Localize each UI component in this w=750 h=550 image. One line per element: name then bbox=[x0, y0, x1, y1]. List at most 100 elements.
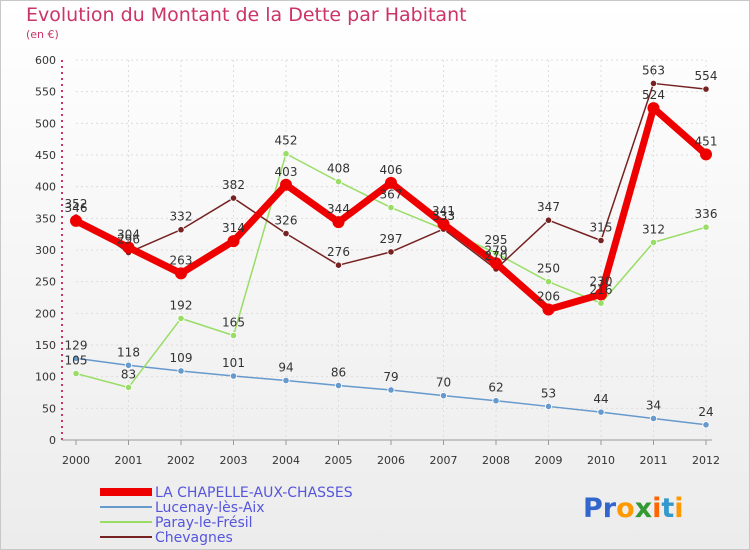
data-point bbox=[72, 354, 80, 362]
data-label: 297 bbox=[380, 232, 403, 246]
data-point bbox=[122, 241, 135, 254]
x-tick-label: 2004 bbox=[272, 454, 300, 467]
y-tick-label: 50 bbox=[42, 402, 56, 415]
brand-letter: i bbox=[652, 493, 661, 524]
y-tick-label: 600 bbox=[35, 54, 56, 67]
data-label: 326 bbox=[275, 214, 298, 228]
data-label: 79 bbox=[383, 370, 398, 384]
y-tick-label: 200 bbox=[35, 307, 56, 320]
data-label: 101 bbox=[222, 356, 245, 370]
data-point bbox=[177, 314, 185, 322]
x-tick-label: 2001 bbox=[115, 454, 143, 467]
data-label: 346 bbox=[65, 201, 88, 215]
data-point bbox=[439, 392, 448, 400]
data-point bbox=[334, 178, 343, 186]
data-label: 86 bbox=[331, 366, 346, 380]
data-point bbox=[177, 226, 185, 234]
data-label: 304 bbox=[117, 227, 140, 241]
y-tick-label: 150 bbox=[35, 339, 56, 352]
data-label: 554 bbox=[695, 69, 718, 83]
x-tick-label: 2005 bbox=[325, 454, 353, 467]
data-point bbox=[70, 214, 82, 227]
data-label: 250 bbox=[537, 262, 560, 276]
data-label: 341 bbox=[432, 204, 455, 218]
data-label: 451 bbox=[695, 134, 718, 148]
chart-title: Evolution du Montant de la Dette par Hab… bbox=[26, 4, 467, 26]
x-tick-label: 2009 bbox=[535, 454, 563, 467]
brand-letter: r bbox=[603, 493, 617, 524]
data-label: 408 bbox=[327, 162, 350, 176]
x-tick-label: 2003 bbox=[220, 454, 248, 467]
data-point bbox=[175, 267, 187, 280]
data-point bbox=[282, 376, 290, 385]
data-label: 315 bbox=[590, 221, 613, 235]
data-point bbox=[595, 288, 607, 301]
legend-label: Chevagnes bbox=[155, 530, 233, 546]
data-point bbox=[647, 102, 660, 115]
data-point bbox=[702, 421, 710, 429]
data-label: 230 bbox=[590, 274, 613, 288]
legend-label: LA CHAPELLE-AUX-CHASSES bbox=[155, 485, 353, 501]
brand-letter: i bbox=[674, 493, 683, 524]
data-point bbox=[385, 176, 397, 189]
data-point bbox=[282, 229, 290, 238]
y-tick-label: 350 bbox=[35, 212, 56, 225]
data-label: 524 bbox=[642, 88, 665, 102]
data-label: 333 bbox=[432, 209, 455, 223]
data-point bbox=[649, 238, 658, 246]
data-label: 276 bbox=[327, 245, 350, 259]
data-point bbox=[700, 148, 712, 161]
data-point bbox=[544, 278, 553, 286]
data-point bbox=[332, 216, 345, 229]
data-point bbox=[334, 261, 343, 269]
data-label: 129 bbox=[65, 338, 88, 352]
data-point bbox=[702, 85, 710, 93]
data-label: 94 bbox=[278, 360, 293, 374]
x-tick-label: 2006 bbox=[377, 454, 405, 467]
brand-letter: x bbox=[635, 493, 652, 524]
data-label: 347 bbox=[537, 200, 560, 214]
data-label: 406 bbox=[380, 163, 403, 177]
y-tick-label: 250 bbox=[35, 276, 56, 289]
data-point bbox=[177, 367, 185, 375]
data-label: 192 bbox=[170, 298, 193, 312]
data-point bbox=[229, 194, 238, 202]
legend-label: Lucenay-lès-Aix bbox=[155, 500, 265, 516]
data-label: 296 bbox=[117, 233, 140, 247]
data-point bbox=[124, 361, 133, 369]
data-label: 563 bbox=[642, 63, 665, 77]
data-label: 206 bbox=[537, 290, 560, 304]
data-point bbox=[649, 79, 658, 88]
y-tick-label: 550 bbox=[35, 86, 56, 99]
data-point bbox=[280, 178, 292, 191]
data-point bbox=[544, 402, 553, 411]
y-tick-label: 100 bbox=[35, 371, 56, 384]
data-point bbox=[649, 414, 658, 423]
data-point bbox=[597, 236, 605, 245]
x-tick-label: 2012 bbox=[692, 454, 720, 467]
brand-letter: o bbox=[616, 493, 635, 524]
data-label: 62 bbox=[488, 381, 503, 395]
data-label: 270 bbox=[485, 249, 508, 263]
data-point bbox=[542, 303, 555, 316]
data-label: 352 bbox=[65, 197, 88, 211]
data-point bbox=[702, 223, 710, 231]
data-label: 382 bbox=[222, 178, 245, 192]
data-point bbox=[72, 369, 80, 378]
data-point bbox=[229, 372, 238, 380]
data-point bbox=[387, 203, 395, 212]
y-tick-label: 400 bbox=[35, 181, 56, 194]
data-label: 165 bbox=[222, 316, 245, 330]
x-tick-label: 2007 bbox=[430, 454, 458, 467]
data-label: 118 bbox=[117, 345, 140, 359]
data-label: 333 bbox=[432, 209, 455, 223]
data-label: 336 bbox=[695, 207, 718, 221]
data-point bbox=[229, 331, 238, 340]
data-label: 452 bbox=[275, 134, 298, 148]
data-point bbox=[490, 257, 502, 270]
data-label: 403 bbox=[275, 165, 298, 179]
data-label: 83 bbox=[121, 367, 136, 381]
y-tick-label: 450 bbox=[35, 149, 56, 162]
y-tick-label: 500 bbox=[35, 117, 56, 130]
x-tick-label: 2008 bbox=[482, 454, 510, 467]
